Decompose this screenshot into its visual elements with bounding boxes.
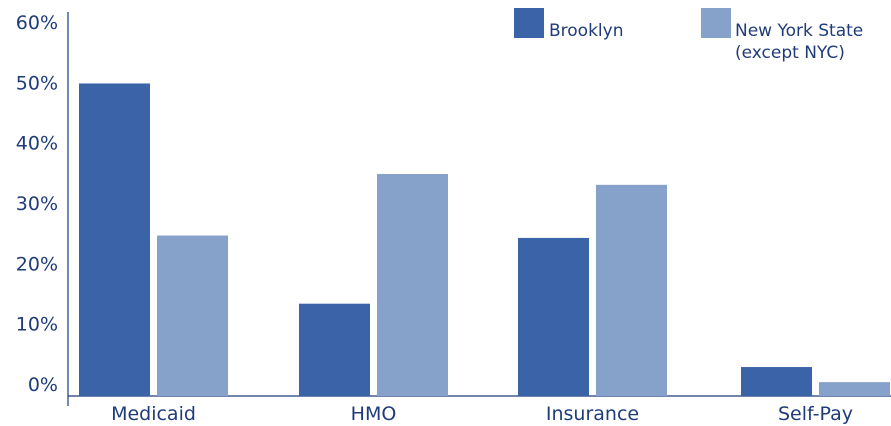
- bar-brooklyn-self-pay: [741, 367, 812, 396]
- y-tick-label: 40%: [16, 133, 58, 155]
- y-tick-labels: 0% 10% 20% 30% 40% 50% 60%: [16, 12, 58, 396]
- x-tick-label: Insurance: [546, 403, 639, 425]
- y-tick-label: 50%: [16, 72, 58, 94]
- legend-swatch-brooklyn: [514, 8, 544, 38]
- y-tick-label: 0%: [28, 374, 58, 396]
- x-tick-label: HMO: [351, 403, 397, 425]
- bar-brooklyn-insurance: [518, 237, 589, 396]
- bar-brooklyn-medicaid: [79, 83, 150, 397]
- legend-label-brooklyn: Brooklyn: [549, 21, 623, 41]
- legend: Brooklyn New York State(except NYC): [514, 8, 863, 63]
- bar-new-york-state-medicaid: [157, 235, 228, 396]
- y-tick-label: 20%: [16, 253, 58, 275]
- bars: [79, 83, 890, 397]
- x-tick-label: Medicaid: [111, 403, 196, 425]
- bar-new-york-state-hmo: [377, 173, 448, 396]
- legend-label-new-york-state: New York State: [735, 21, 863, 41]
- bar-new-york-state-insurance: [596, 184, 667, 396]
- bar-new-york-state-self-pay: [819, 382, 890, 396]
- bar-brooklyn-hmo: [299, 303, 370, 396]
- legend-swatch-new-york-state: [701, 8, 731, 38]
- legend-label-new-york-state: (except NYC): [735, 43, 845, 63]
- y-tick-label: 30%: [16, 193, 58, 215]
- x-tick-label: Self-Pay: [778, 403, 853, 425]
- y-tick-label: 10%: [16, 314, 58, 336]
- category-labels: Medicaid HMO Insurance Self-Pay: [111, 403, 853, 425]
- y-tick-label: 60%: [16, 12, 58, 34]
